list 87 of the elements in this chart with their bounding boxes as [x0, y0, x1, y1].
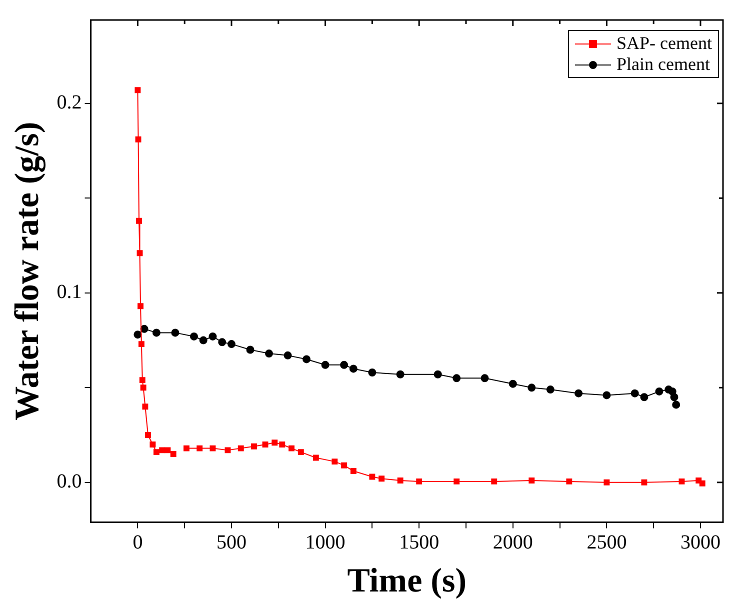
point: [340, 360, 348, 369]
x-axis-title: Time (s): [347, 562, 467, 600]
point: [145, 432, 151, 438]
point: [138, 341, 144, 348]
point: [142, 404, 148, 410]
x-tick-label: 2000: [492, 531, 533, 554]
point: [228, 340, 236, 348]
point: [574, 389, 583, 398]
point: [566, 478, 572, 484]
x-tick-label: 1000: [305, 531, 346, 554]
point: [196, 445, 203, 452]
point: [134, 330, 142, 339]
point: [138, 303, 144, 310]
point: [321, 360, 330, 369]
point: [452, 374, 461, 382]
point: [480, 374, 489, 382]
point: [284, 351, 292, 360]
point: [528, 384, 536, 392]
point: [152, 328, 160, 337]
point: [416, 478, 422, 484]
point: [170, 451, 176, 457]
point: [171, 328, 180, 337]
point: [139, 377, 146, 384]
point: [150, 442, 156, 448]
x-tick-label: 0: [132, 531, 143, 554]
point: [140, 384, 146, 391]
y-tick-label: 0.2: [56, 92, 82, 114]
x-tick-label: 2500: [586, 531, 627, 554]
point: [368, 368, 376, 376]
point: [288, 445, 295, 452]
point: [528, 478, 535, 484]
point: [491, 478, 498, 484]
point: [454, 478, 460, 484]
point: [508, 380, 517, 388]
y-tick-label: 0.0: [56, 470, 82, 493]
point: [396, 370, 404, 378]
point: [604, 479, 610, 486]
point: [218, 338, 226, 346]
point: [602, 391, 611, 400]
point: [262, 442, 268, 448]
point: [641, 479, 648, 486]
point: [341, 462, 348, 468]
point: [332, 458, 338, 465]
point: [164, 447, 171, 454]
point: [136, 250, 143, 256]
point: [378, 476, 385, 482]
point: [208, 332, 217, 340]
point: [159, 447, 166, 454]
point: [199, 336, 208, 344]
x-tick-label: 3000: [680, 531, 720, 554]
point: [136, 218, 142, 224]
y-tick-label: 0.1: [56, 281, 82, 304]
point: [251, 443, 257, 450]
legend-label: SAP- cement: [616, 33, 712, 54]
point: [397, 478, 404, 484]
point: [134, 87, 141, 94]
point: [350, 468, 356, 474]
point: [349, 364, 358, 373]
point: [190, 332, 198, 340]
point: [640, 393, 648, 402]
point: [678, 478, 685, 484]
point: [546, 386, 554, 394]
y-axis-title: Water flow rate (g/s): [9, 122, 46, 420]
point: [140, 324, 148, 333]
x-tick-label: 500: [216, 531, 246, 554]
point: [279, 442, 286, 448]
point: [302, 355, 311, 364]
point: [434, 370, 442, 378]
point: [153, 449, 160, 456]
point: [246, 346, 254, 354]
legend-label: Plain cement: [616, 54, 710, 75]
point: [265, 350, 274, 358]
point: [672, 400, 680, 409]
point: [184, 445, 190, 452]
point: [210, 445, 216, 452]
point: [369, 474, 376, 480]
point: [670, 393, 678, 402]
point: [135, 136, 142, 142]
point: [699, 480, 706, 486]
point: [238, 445, 244, 452]
point: [272, 440, 278, 446]
point: [298, 449, 304, 456]
point: [655, 387, 664, 396]
point: [630, 389, 639, 398]
point: [312, 454, 319, 461]
x-tick-label: 1500: [399, 531, 440, 554]
point: [224, 447, 231, 454]
